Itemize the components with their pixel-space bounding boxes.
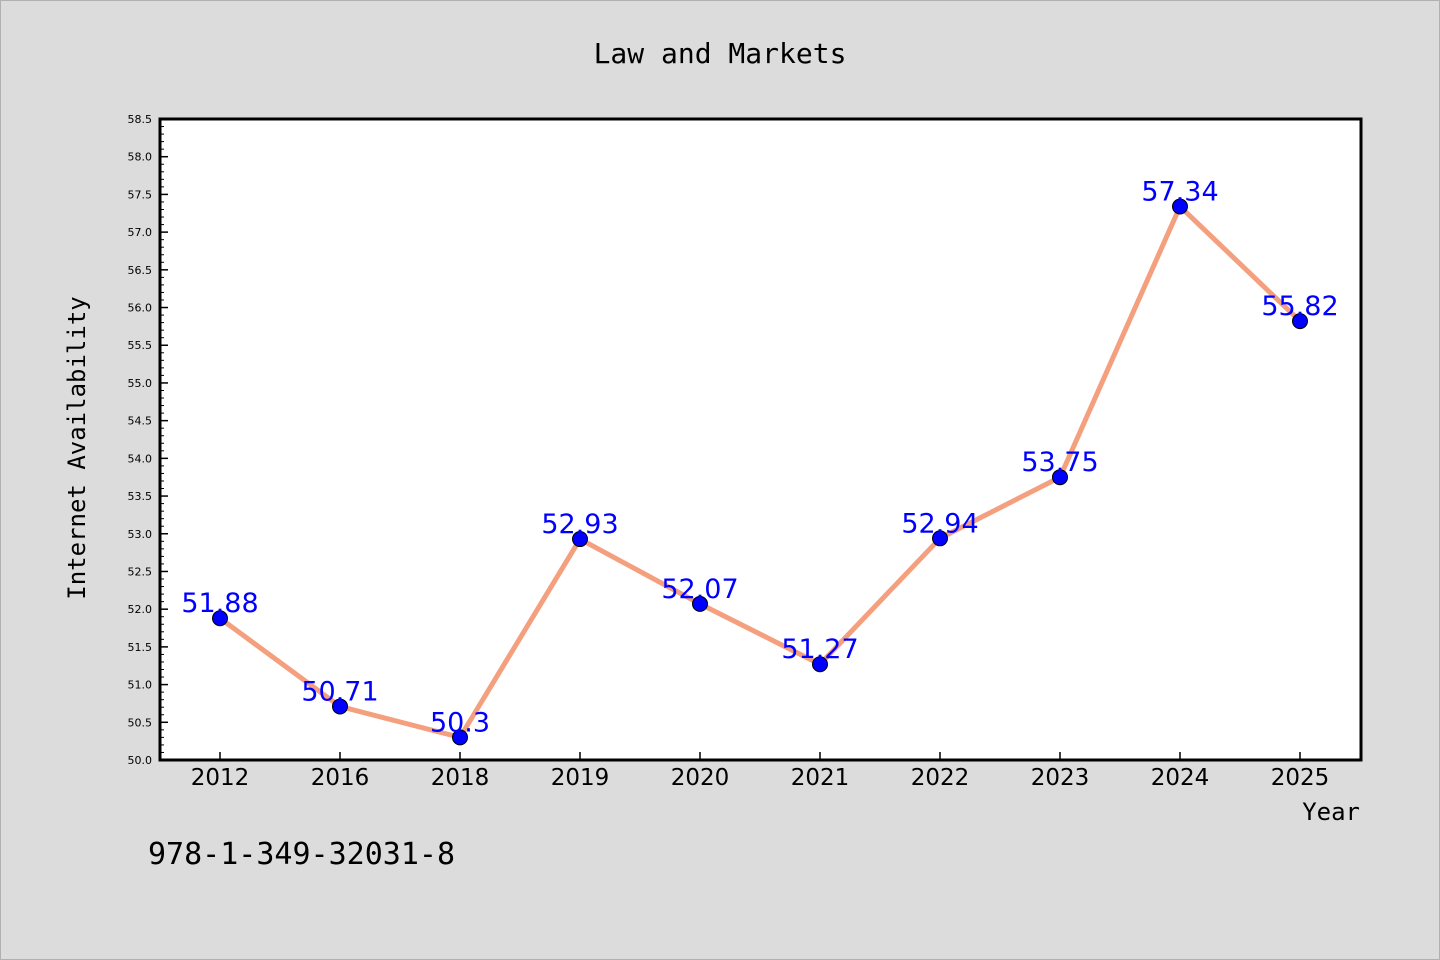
data-labels: 51.88 50.71 50.3 52.93 52.07 51.27 52.94 53.75 5… <box>181 176 1338 738</box>
data-label: 55.82 <box>1261 291 1338 322</box>
data-label: 52.93 <box>541 509 618 540</box>
footer-code: 978-1-349-32031-8 <box>148 837 455 872</box>
data-point <box>692 595 708 612</box>
y-tick-label: 57.5 <box>128 188 153 201</box>
data-label: 53.75 <box>1021 447 1098 478</box>
y-tick-label: 56.0 <box>128 302 153 315</box>
data-point <box>332 698 348 715</box>
y-tick-label: 53.5 <box>128 490 153 503</box>
x-tick-label: 2024 <box>1151 765 1210 791</box>
y-tick-label: 52.0 <box>128 603 153 616</box>
plot-area <box>158 117 1363 762</box>
y-tick-label: 55.5 <box>128 339 153 352</box>
x-tick-label: 2023 <box>1031 765 1090 791</box>
data-label: 52.07 <box>661 574 738 605</box>
data-label: 51.88 <box>181 588 258 619</box>
y-tick-label: 58.0 <box>128 151 153 164</box>
series-line <box>218 203 1302 740</box>
data-label: 50.3 <box>430 707 490 738</box>
x-tick-label: 2021 <box>791 765 850 791</box>
y-tick-label: 50.0 <box>128 754 153 767</box>
x-axis: 2012 2016 2018 2019 2020 2021 2022 2023 2024 2025 <box>191 752 1330 791</box>
x-tick-label: 2022 <box>911 765 970 791</box>
y-axis: 50.0 50.5 51.0 51.5 52.0 52.5 53.0 53.5 54.0 54.5… <box>128 113 168 767</box>
x-tick-label: 2025 <box>1271 765 1330 791</box>
chart-title: Law and Markets <box>594 37 847 70</box>
x-tick-label: 2020 <box>671 765 730 791</box>
y-tick-label: 51.0 <box>128 679 153 692</box>
y-tick-label: 53.0 <box>128 528 153 541</box>
x-tick-label: 2018 <box>431 765 490 791</box>
y-axis-label: Internet Availability <box>63 296 91 599</box>
y-tick-label: 57.0 <box>128 226 153 239</box>
x-tick-label: 2012 <box>191 765 250 791</box>
data-point <box>932 530 948 547</box>
data-label: 52.94 <box>901 508 978 539</box>
data-label: 57.34 <box>1141 176 1218 207</box>
y-tick-label: 58.5 <box>128 113 153 126</box>
data-point <box>1292 313 1308 330</box>
data-point <box>572 531 588 548</box>
data-point <box>452 729 468 746</box>
x-tick-label: 2016 <box>311 765 370 791</box>
series-markers <box>212 198 1308 746</box>
data-point <box>812 656 828 673</box>
y-tick-label: 52.5 <box>128 565 153 578</box>
x-tick-label: 2019 <box>551 765 610 791</box>
x-axis-label: Year <box>1302 798 1360 826</box>
data-label: 51.27 <box>781 634 858 665</box>
y-tick-label: 54.0 <box>128 452 153 465</box>
y-tick-label: 50.5 <box>128 716 153 729</box>
data-point <box>1172 198 1188 215</box>
data-point <box>1052 469 1068 486</box>
y-tick-label: 56.5 <box>128 264 153 277</box>
data-point <box>212 610 228 627</box>
y-tick-label: 54.5 <box>128 415 153 428</box>
y-tick-label: 51.5 <box>128 641 153 654</box>
data-label: 50.71 <box>301 676 378 707</box>
y-tick-label: 55.0 <box>128 377 153 390</box>
